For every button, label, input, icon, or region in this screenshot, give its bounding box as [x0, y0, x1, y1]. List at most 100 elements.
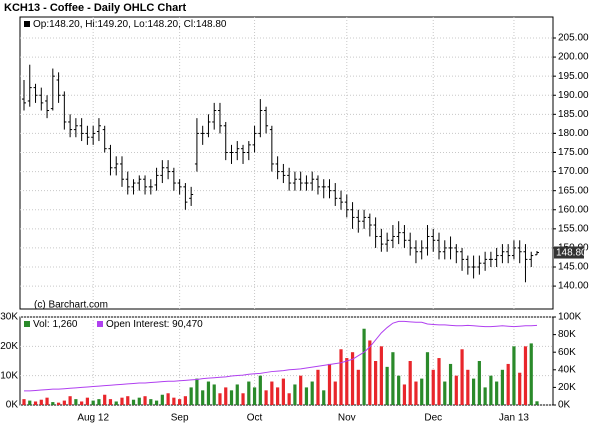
x-tick-label: Jan 13	[499, 413, 529, 424]
volume-bar	[506, 363, 510, 405]
y2-tick-label: 20K	[558, 382, 576, 393]
volume-bar	[443, 381, 447, 405]
y-tick-label: 10K	[0, 370, 18, 381]
y-tick-label: 160.00	[558, 204, 589, 215]
volume-bar	[235, 384, 239, 405]
volume-bar	[149, 399, 153, 405]
volume-bar	[212, 384, 216, 405]
volume-bar	[218, 393, 222, 405]
volume-bar	[103, 394, 107, 405]
volume-bar	[391, 352, 395, 405]
volume-bar	[56, 402, 61, 405]
volume-bar	[402, 384, 407, 405]
volume-bar	[183, 396, 187, 405]
volume-bar	[512, 346, 516, 405]
volume-bar	[241, 393, 245, 405]
volume-bar	[62, 400, 66, 405]
volume-bar	[166, 393, 170, 405]
volume-bar	[97, 399, 101, 405]
x-tick-label: Aug 12	[77, 413, 109, 424]
y2-tick-label: 40K	[558, 364, 576, 375]
y2-tick-label: 0K	[558, 400, 571, 411]
volume-bar	[201, 390, 205, 405]
y-tick-label: 140.00	[558, 281, 589, 292]
volume-bar	[281, 378, 285, 405]
volume-bar	[529, 343, 533, 405]
volume-bar	[374, 361, 378, 405]
x-tick-label: Oct	[247, 413, 263, 424]
legend-text: Op:148.20, Hi:149.20, Lo:148.20, Cl:148.…	[33, 19, 227, 30]
volume-bar	[206, 381, 211, 405]
y-tick-label: 0K	[6, 400, 19, 411]
legend-swatch	[97, 321, 103, 327]
volume-bar	[379, 346, 383, 405]
volume-bar	[287, 393, 291, 405]
volume-bar	[454, 375, 458, 405]
chart-title: KCH13 - Coffee - Daily OHLC Chart	[4, 2, 186, 14]
volume-bar	[299, 375, 303, 405]
volume-bar	[310, 381, 314, 405]
volume-bar	[172, 397, 176, 405]
volume-bar	[437, 358, 441, 405]
y-tick-label: 170.00	[558, 166, 589, 177]
x-tick-label: Nov	[338, 413, 356, 424]
legend-swatch	[24, 321, 30, 327]
x-tick-label: Sep	[171, 413, 189, 424]
volume-bar	[535, 401, 539, 405]
copyright: (c) Barchart.com	[34, 300, 108, 311]
volume-bar	[489, 375, 493, 405]
volume-bar	[68, 396, 72, 405]
volume-bar	[483, 387, 487, 405]
volume-bar	[477, 361, 481, 405]
volume-bar	[500, 369, 505, 405]
y-tick-label: 180.00	[558, 128, 589, 139]
volume-bar	[51, 402, 55, 405]
volume-bar	[322, 390, 326, 405]
volume-bar	[45, 397, 49, 405]
volume-bar	[137, 397, 141, 405]
volume-bar	[523, 346, 528, 405]
legend-swatch	[24, 21, 30, 27]
y2-tick-label: 100K	[558, 312, 582, 323]
volume-bar	[293, 384, 297, 405]
volume-bar	[160, 394, 164, 405]
legend-text: Open Interest: 90,470	[106, 319, 203, 330]
volume-bar	[131, 399, 136, 405]
volume-bar	[195, 378, 199, 405]
y-tick-label: 155.00	[558, 223, 589, 234]
volume-bar	[397, 375, 401, 405]
volume-bar	[189, 387, 193, 405]
volume-bar	[126, 396, 130, 405]
volume-bar	[408, 361, 412, 405]
volume-bar	[74, 399, 78, 405]
last-price-label: 148.80	[556, 248, 587, 259]
volume-bar	[258, 375, 262, 405]
volume-bar	[270, 381, 274, 405]
volume-bar	[229, 390, 234, 405]
volume-bar	[425, 352, 430, 405]
volume-bar	[80, 401, 84, 405]
y-tick-label: 145.00	[558, 262, 589, 273]
y-tick-label: 165.00	[558, 185, 589, 196]
volume-bar	[178, 399, 182, 405]
volume-bar	[28, 400, 32, 405]
volume-bar	[91, 400, 95, 405]
volume-bar	[247, 381, 251, 405]
last-price-box	[554, 246, 584, 259]
volume-bar	[471, 378, 476, 405]
volume-bar	[85, 397, 90, 405]
volume-bar	[143, 396, 147, 405]
volume-bar	[33, 401, 38, 405]
legend-text: Vol: 1,260	[33, 319, 78, 330]
y-tick-label: 205.00	[558, 33, 589, 44]
volume-bar	[460, 349, 464, 405]
volume-bar	[114, 401, 118, 405]
y2-tick-label: 80K	[558, 329, 576, 340]
volume-bar	[22, 399, 26, 405]
volume-bar	[333, 381, 337, 405]
volume-bar	[224, 387, 228, 405]
y-tick-label: 195.00	[558, 71, 589, 82]
volume-bar	[304, 387, 309, 405]
